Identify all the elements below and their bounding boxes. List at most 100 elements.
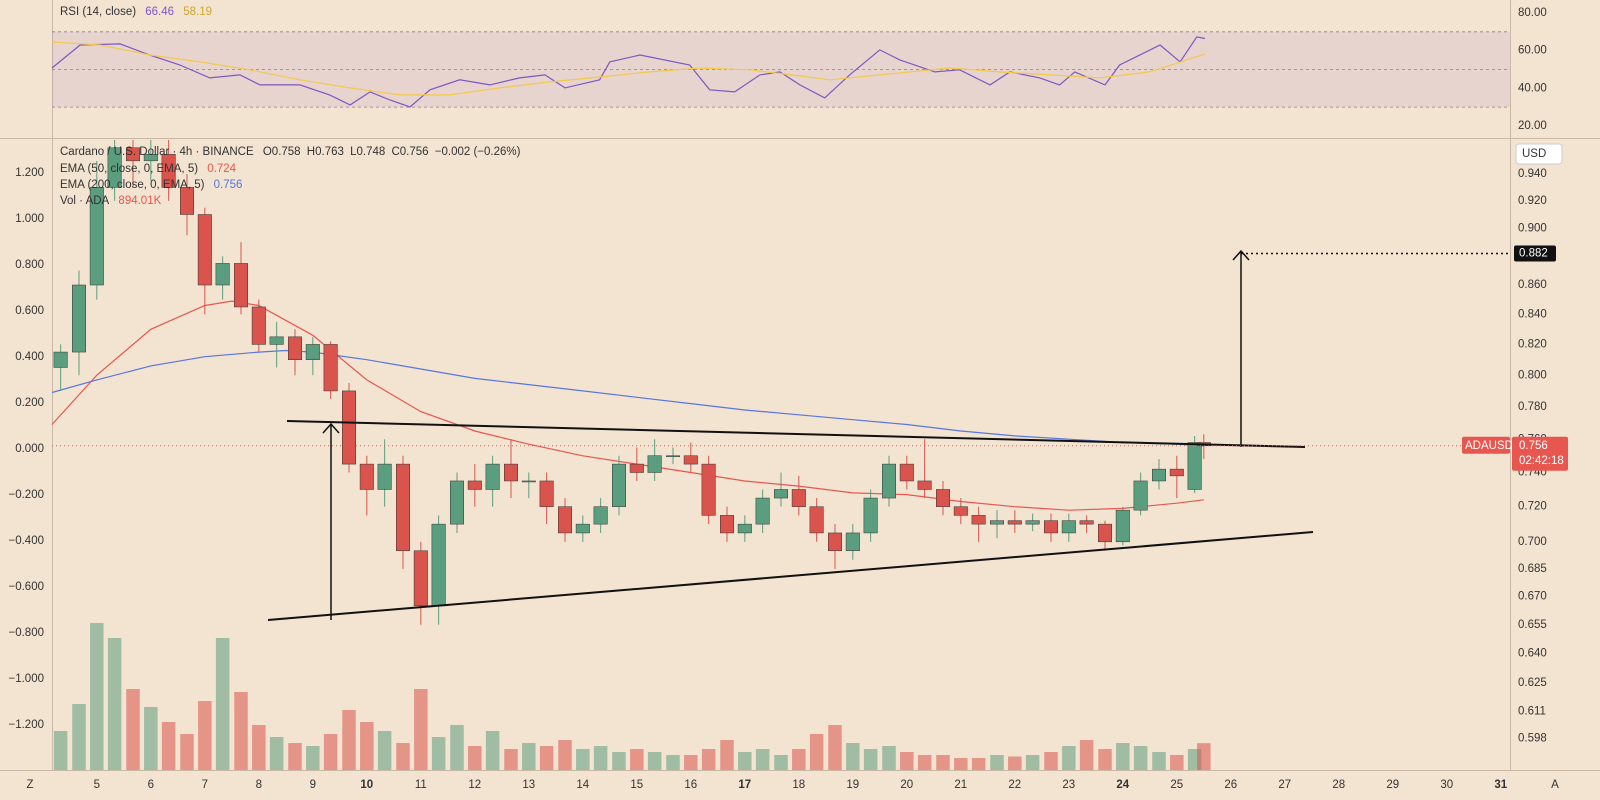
volume-bar [990,755,1004,770]
volume-bar [1133,746,1148,770]
y-tick-label: 0.598 [1518,732,1547,744]
x-tick-label: 27 [1278,779,1291,791]
volume-value: 894.01K [118,195,162,207]
volume-bar [1152,752,1166,770]
ema-name: EMA (200, close, 0, EMA, 5) [60,179,205,191]
y2-tick-label: −0.800 [9,627,45,639]
ema-line [51,349,1204,447]
candle-body [1044,520,1058,534]
volume-bar [774,755,788,770]
x-tick-label: 25 [1170,779,1183,791]
candle-body [647,455,662,473]
upper-trendline [286,420,1306,448]
indicator-layer [51,300,1204,511]
candle-body [323,344,338,392]
candle-body [215,263,230,286]
currency-label[interactable]: USD [1522,148,1546,160]
volume-bar [1098,749,1112,770]
ema50-legend: EMA (50, close, 0, EMA, 5) 0.724 [60,163,242,175]
candle-body [1115,509,1130,543]
candle-body [1187,442,1202,490]
volume-bar [485,731,500,770]
rsi-tick-label: 80.00 [1518,7,1547,19]
volume-bar [558,740,572,770]
volume-bar [342,710,356,770]
y-tick-label: 0.625 [1518,677,1547,689]
volume-bar [1062,746,1076,770]
volume-bar [269,737,284,770]
volume-bar [431,737,446,770]
volume-bar [1197,743,1211,770]
volume-bar [612,752,626,770]
candle-body [197,214,212,286]
rsi-value: 66.46 [145,6,175,18]
candle-body [467,480,482,490]
x-tick-label: 22 [1008,779,1021,791]
y2-tick-label: 1.000 [15,213,44,225]
volume-layer [53,623,1211,770]
candle-body [629,463,644,473]
candle-body [701,463,716,516]
volume-bar [630,749,644,770]
volume-bar [90,623,104,770]
volume-bar [755,749,770,770]
candle-body [143,154,158,162]
volume-bar [450,725,464,770]
x-tick-label: 15 [630,779,643,791]
volume-bar [882,746,896,770]
ohlc-close: C0.756 [391,146,429,158]
arrow-head [1232,249,1250,261]
candle-body [558,506,572,534]
candle-body [377,463,392,490]
volume-bar [107,638,122,770]
y2-tick-label: −0.400 [9,535,45,547]
x-tick-label: 5 [94,779,100,791]
candle-body [720,515,734,534]
x-tick-label: 16 [684,779,697,791]
x-tick-label: 11 [415,779,427,791]
y-tick-label: 0.780 [1518,401,1547,413]
x-tick-label: 28 [1332,779,1345,791]
axis-layer: 5 6 7 8 9 10 11 12 13 14 15 16 17 18 19 20 21 22 23 24 25 26 2… [9,167,1568,791]
currency-box[interactable] [1515,143,1563,165]
rsi-title: RSI (14, close) [60,6,137,18]
candle-body [828,532,842,552]
candle-layer [53,140,1211,625]
candle-body [774,489,788,499]
auto-scale-button[interactable]: A [1551,779,1559,791]
ema-value: 0.724 [207,163,237,175]
y-tick-label: 0.820 [1518,338,1547,350]
candle-body [899,463,914,482]
volume-bar [666,755,680,770]
candle-body [791,489,806,507]
candle-body [917,480,932,490]
ohlc-high: H0.763 [306,146,344,158]
x-tick-label: 13 [522,779,535,791]
target-label: 0.882 [1519,248,1548,260]
volume-bar [180,734,194,770]
rsi-tick-label: 60.00 [1518,45,1547,57]
x-tick-label: 20 [900,779,913,791]
x-tick-label: 31 [1494,779,1507,791]
volume-bar [53,731,68,770]
volume-bar [792,749,806,770]
rsi-line [51,41,1206,96]
timezone-icon[interactable]: Z [26,779,33,791]
candle-body [1098,523,1112,543]
volume-bar [360,722,374,770]
x-tick-label: 19 [846,779,859,791]
candle-body [180,187,194,215]
y2-tick-label: 0.600 [15,305,44,317]
y-tick-label: 0.860 [1518,279,1547,291]
y2-tick-label: 0.800 [15,259,44,271]
y2-tick-label: −1.200 [9,719,45,731]
y2-tick-label: 0.200 [15,397,44,409]
x-tick-label: 7 [202,779,208,791]
volume-bar [539,746,554,770]
volume-bar [414,689,428,770]
volume-bar [468,746,482,770]
y-tick-label: 0.720 [1518,501,1547,513]
candle-body [234,263,248,308]
volume-bar [72,704,86,770]
x-tick-label: 9 [310,779,316,791]
